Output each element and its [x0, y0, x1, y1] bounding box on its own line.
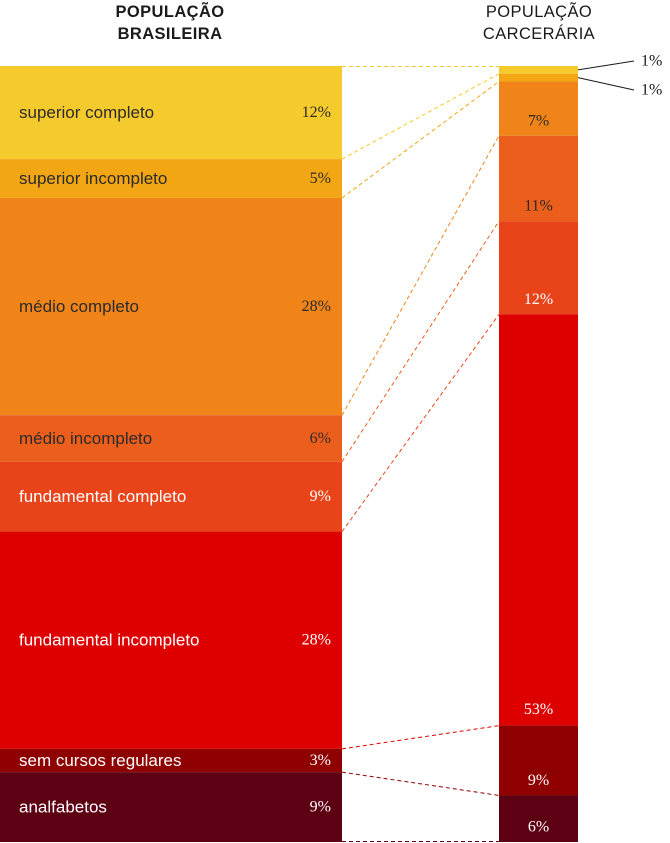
- left-segment-0: [0, 66, 342, 160]
- left-percent-label: 28%: [302, 632, 331, 649]
- connector-line-5: [341, 314, 500, 532]
- left-category-label: sem cursos regulares: [19, 751, 182, 770]
- left-percent-label: 5%: [310, 170, 331, 187]
- left-category-label: médio incompleto: [19, 429, 152, 448]
- left-category-label: superior incompleto: [19, 169, 167, 188]
- left-segment-1: [0, 159, 342, 198]
- right-segment-3: [499, 135, 578, 222]
- left-percent-label: 9%: [310, 799, 331, 816]
- left-segment-3: [0, 415, 342, 462]
- right-percent-label: 11%: [524, 198, 553, 215]
- left-percent-label: 12%: [302, 104, 331, 121]
- segment-labels: superior completo 12% superior incompleto 5…: [19, 53, 662, 836]
- left-percent-label: 28%: [302, 298, 331, 315]
- connector-line-1: [341, 73, 500, 160]
- right-segment-2: [499, 81, 578, 136]
- right-header-line-1: POPULAÇÃO: [486, 1, 592, 21]
- left-percent-label: 6%: [310, 430, 331, 447]
- right-segment-6: [499, 725, 578, 796]
- right-percent-label: 53%: [524, 701, 553, 718]
- left-category-label: fundamental completo: [19, 487, 186, 506]
- connector-line-2: [341, 81, 500, 199]
- left-column-header: POPULAÇÃO BRASILEIRA: [115, 1, 224, 43]
- left-category-label: analfabetos: [19, 798, 107, 817]
- left-segment-5: [0, 531, 342, 749]
- left-category-label: fundamental incompleto: [19, 631, 200, 650]
- connector-line-6: [341, 725, 500, 750]
- right-column-segments: [499, 66, 578, 842]
- right-percent-label: 7%: [528, 112, 549, 129]
- left-segment-7: [0, 772, 342, 842]
- right-percent-label: 6%: [528, 819, 549, 836]
- right-percent-label: 9%: [528, 772, 549, 789]
- left-column-segments: [0, 66, 342, 842]
- left-percent-label: 9%: [310, 488, 331, 505]
- callout-leader-line: [577, 60, 635, 71]
- connector-line-3: [341, 135, 500, 416]
- connector-line-7: [341, 771, 500, 796]
- left-segment-4: [0, 461, 342, 532]
- right-segment-0: [499, 66, 578, 74]
- left-segment-2: [0, 197, 342, 416]
- connector-line-4: [341, 220, 500, 463]
- connector-lines: [341, 66, 500, 842]
- callout-leader-line: [577, 77, 635, 91]
- right-column-header: POPULAÇÃO CARCERÁRIA: [483, 1, 595, 43]
- left-header-line-2: BRASILEIRA: [118, 25, 223, 43]
- right-percent-label: 1%: [641, 82, 662, 99]
- left-category-label: médio completo: [19, 297, 139, 316]
- right-segment-4: [499, 221, 578, 315]
- right-header-line-2: CARCERÁRIA: [483, 24, 595, 43]
- left-percent-label: 3%: [310, 752, 331, 769]
- right-percent-label: 12%: [524, 291, 553, 308]
- right-segment-5: [499, 314, 578, 726]
- right-percent-label: 1%: [641, 53, 662, 70]
- right-segment-1: [499, 73, 578, 82]
- left-category-label: superior completo: [19, 103, 154, 122]
- left-segment-6: [0, 748, 342, 773]
- right-segment-7: [499, 795, 578, 842]
- left-header-line-1: POPULAÇÃO: [115, 1, 224, 21]
